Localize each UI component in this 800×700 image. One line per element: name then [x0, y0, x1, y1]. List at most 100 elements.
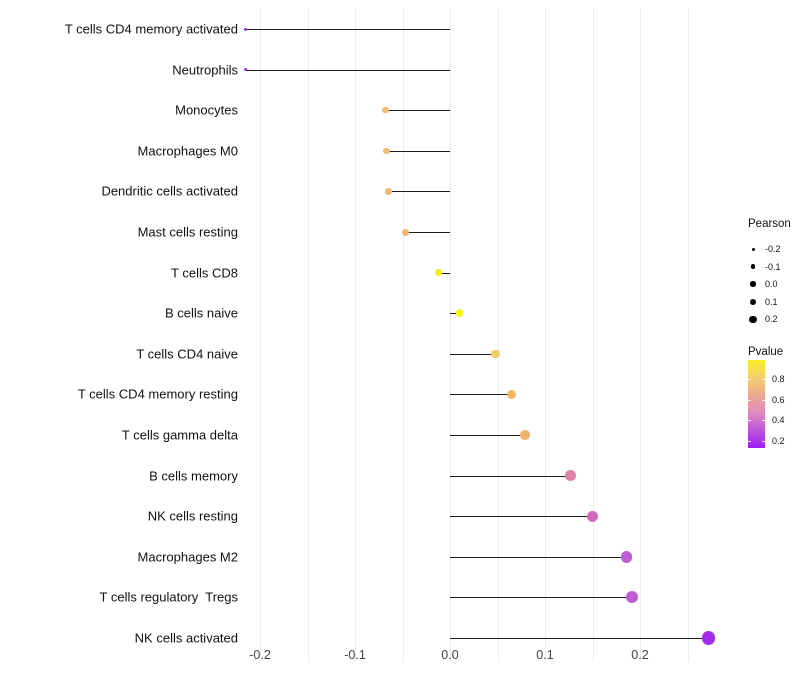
- y-axis-label: T cells CD8: [171, 265, 238, 281]
- lollipop-stem: [450, 394, 512, 396]
- gridline: [260, 8, 261, 662]
- colorbar-tick: [748, 399, 751, 401]
- colorbar-tick: [762, 399, 765, 401]
- x-tick-label: 0.2: [631, 648, 649, 662]
- y-axis-label: Neutrophils: [172, 62, 238, 78]
- colorbar-label: 0.6: [772, 394, 785, 405]
- lollipop-dot: [701, 631, 716, 645]
- lollipop-stem: [450, 638, 709, 639]
- lollipop-stem: [450, 597, 633, 599]
- pearson-legend-dot-cell: [746, 247, 760, 251]
- lollipop-dot: [491, 349, 500, 359]
- lollipop-dot: [382, 106, 389, 114]
- lollipop-stem: [405, 232, 450, 233]
- gridline: [402, 8, 404, 662]
- colorbar-tick: [762, 378, 765, 380]
- lollipop-stem: [450, 475, 571, 477]
- lollipop-dot: [435, 269, 443, 277]
- lollipop-stem: [245, 29, 450, 30]
- size-key-label: -0.2: [765, 244, 781, 254]
- pvalue-color-legend: Pvalue 0.8 0.6 0.4 0.2: [746, 346, 800, 448]
- colorbar-tick: [762, 440, 765, 442]
- lollipop-stem: [450, 516, 593, 518]
- x-tick-label: 0.1: [536, 648, 554, 662]
- colorbar-tick: [748, 420, 751, 422]
- y-axis-label: Macrophages M0: [137, 143, 238, 159]
- lollipop-stem: [245, 69, 450, 71]
- y-axis-label: Dendritic cells activated: [101, 183, 238, 199]
- lollipop-dot: [587, 510, 598, 522]
- y-axis-label: Mast cells resting: [137, 224, 238, 240]
- y-axis-label: NK cells resting: [147, 508, 238, 524]
- pvalue-colorbar: 0.8 0.6 0.4 0.2: [748, 360, 785, 448]
- size-key-label: 0.2: [765, 314, 778, 325]
- pearson-legend-item: -0.1: [746, 258, 781, 276]
- y-axis-label: T cells regulatory Tregs: [99, 589, 238, 605]
- lollipop-dot: [401, 228, 409, 236]
- colorbar-label: 0.2: [772, 435, 785, 446]
- lollipop-dot: [565, 470, 576, 481]
- y-axis-label: Macrophages M2: [137, 549, 238, 565]
- gridline: [450, 8, 451, 662]
- size-key-dot: [750, 264, 756, 269]
- x-tick-label: -0.2: [249, 648, 271, 662]
- lollipop-dot: [507, 389, 517, 399]
- pearson-legend-dot-cell: [746, 264, 760, 269]
- y-axis-label: NK cells activated: [134, 630, 238, 646]
- size-key-dot: [750, 281, 756, 287]
- lollipop-dot: [520, 430, 530, 440]
- y-axis-label: T cells gamma delta: [121, 427, 238, 443]
- pearson-legend-dot-cell: [746, 315, 760, 324]
- size-key-dot: [749, 315, 757, 324]
- size-key-label: -0.1: [765, 261, 781, 272]
- lollipop-stem: [388, 191, 450, 193]
- colorbar-tick: [762, 420, 765, 422]
- size-key-dot: [751, 247, 755, 251]
- pearson-size-legend: Pearson -0.2 -0.1 0.0 0.1 0.2: [746, 218, 800, 328]
- size-key-label: 0.0: [765, 279, 778, 290]
- gridline: [355, 8, 356, 662]
- lollipop-dot: [455, 309, 464, 317]
- colorbar-tick: [748, 378, 751, 380]
- pearson-legend-dot-cell: [746, 298, 760, 306]
- gridline: [687, 8, 689, 662]
- gridline: [592, 8, 594, 662]
- size-key-dot: [749, 298, 757, 306]
- y-axis-label: B cells naive: [165, 305, 238, 321]
- lollipop-dot: [383, 147, 390, 155]
- colorbar-label: 0.4: [772, 415, 785, 426]
- lollipop-stem: [450, 435, 526, 436]
- lollipop-stem: [438, 272, 450, 274]
- pearson-legend-item: 0.1: [746, 293, 778, 311]
- lollipop-dot: [244, 27, 248, 31]
- colorbar-tick: [748, 440, 751, 442]
- colorbar-label: 0.8: [772, 373, 785, 384]
- y-axis-label: T cells CD4 memory activated: [64, 21, 238, 37]
- gridline: [497, 8, 499, 662]
- lollipop-dot: [620, 551, 633, 563]
- lollipop-stem: [450, 556, 627, 558]
- size-key-label: 0.1: [765, 296, 778, 307]
- y-axis-label: Monocytes: [175, 102, 238, 118]
- lollipop-dot: [626, 591, 639, 604]
- pvalue-legend-title: Pvalue: [748, 346, 784, 358]
- pearson-legend-items: -0.2 -0.1 0.0 0.1 0.2: [746, 230, 800, 328]
- lollipop-stem: [385, 110, 450, 112]
- x-tick-label: -0.1: [344, 648, 366, 662]
- pearson-legend-item: 0.2: [746, 310, 778, 328]
- pearson-legend-title: Pearson: [748, 218, 791, 230]
- lollipop-dot: [385, 188, 392, 195]
- gridline: [545, 8, 546, 662]
- pearson-legend-item: -0.2: [746, 240, 781, 258]
- lollipop-stem: [386, 150, 450, 152]
- x-tick-label: 0.0: [441, 648, 459, 662]
- gridline: [307, 8, 309, 662]
- lollipop-stem: [450, 353, 496, 355]
- lollipop-dot: [244, 68, 248, 72]
- y-axis-label: T cells CD4 memory resting: [77, 386, 238, 402]
- lollipop-stem: [450, 313, 460, 315]
- y-axis-label: B cells memory: [149, 468, 238, 484]
- pearson-legend-dot-cell: [746, 281, 760, 287]
- pearson-legend-item: 0.0: [746, 275, 778, 293]
